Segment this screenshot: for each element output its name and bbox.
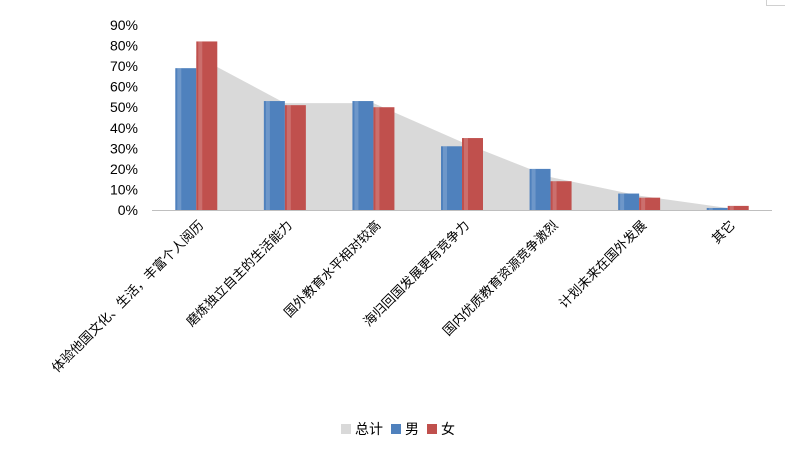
bar-male-3 <box>441 146 462 210</box>
bar-female-5-shine <box>641 197 646 210</box>
y-tick-label-1: 10% <box>110 181 138 197</box>
bar-female-2-shine <box>375 107 380 210</box>
bar-female-3-shine <box>464 138 468 210</box>
legend-label-male: 男 <box>405 422 419 438</box>
y-tick-label-7: 70% <box>110 58 138 74</box>
bar-male-6-shine <box>708 207 713 210</box>
x-category-label-6: 其它 <box>709 218 739 248</box>
bar-male-2 <box>352 101 374 210</box>
legend-swatch-female <box>427 424 437 434</box>
legend-label-female: 女 <box>441 422 455 438</box>
bar-male-5-shine <box>620 193 625 210</box>
bar-male-2-shine <box>354 101 359 210</box>
bar-female-2 <box>373 107 395 210</box>
legend-label-total: 总计 <box>355 422 383 438</box>
x-axis-categories: 体验他国文化、生活，丰富个人阅历磨炼独立自主的生活能力国外教育水平相对较高海归回… <box>49 218 739 376</box>
y-tick-label-8: 80% <box>110 38 138 54</box>
y-tick-label-5: 50% <box>110 99 138 115</box>
bar-female-0-shine <box>198 41 203 210</box>
bar-female-4-shine <box>552 181 557 210</box>
y-tick-label-2: 20% <box>110 161 138 177</box>
x-category-label-0: 体验他国文化、生活，丰富个人阅历 <box>49 218 207 376</box>
legend-item-male: 男 <box>391 419 419 439</box>
bar-female-6 <box>727 205 749 210</box>
legend-item-female: 女 <box>427 419 455 439</box>
legend-swatch-total <box>341 424 351 434</box>
x-category-label-2: 国外教育水平相对较高 <box>281 218 384 321</box>
bar-male-1-shine <box>265 101 270 210</box>
bar-female-6-shine <box>729 205 734 210</box>
total-area <box>196 55 728 211</box>
bar-female-1 <box>284 105 306 210</box>
bar-female-5 <box>639 197 661 210</box>
bar-male-6 <box>706 207 728 210</box>
bar-female-0 <box>196 41 218 210</box>
bar-female-4 <box>550 181 572 210</box>
bar-male-4 <box>529 168 551 210</box>
bar-female-1-shine <box>286 105 291 210</box>
legend-item-total: 总计 <box>341 419 383 439</box>
y-tick-label-3: 30% <box>110 140 138 156</box>
y-tick-label-0: 0% <box>118 202 138 218</box>
bars-layer <box>175 41 749 211</box>
x-category-label-5: 计划未来在国外发展 <box>556 218 650 312</box>
legend: 总计 男 女 <box>341 419 463 439</box>
y-tick-label-4: 40% <box>110 120 138 136</box>
legend-swatch-male <box>391 424 401 434</box>
y-tick-label-6: 60% <box>110 79 138 95</box>
total-area-layer <box>196 55 728 211</box>
bar-male-0 <box>175 68 197 211</box>
y-axis-ticks: 0% 10% 20% 30% 40% 50% 60% 70% 80% 90% <box>110 17 138 218</box>
bar-male-0-shine <box>177 68 182 211</box>
bar-male-1 <box>263 101 285 210</box>
window-corner-mark <box>766 0 785 6</box>
y-tick-label-9: 90% <box>110 17 138 33</box>
bar-male-3-shine <box>443 146 447 210</box>
bar-male-5 <box>618 193 640 210</box>
bar-female-3 <box>462 138 483 210</box>
bar-male-4-shine <box>531 168 536 210</box>
